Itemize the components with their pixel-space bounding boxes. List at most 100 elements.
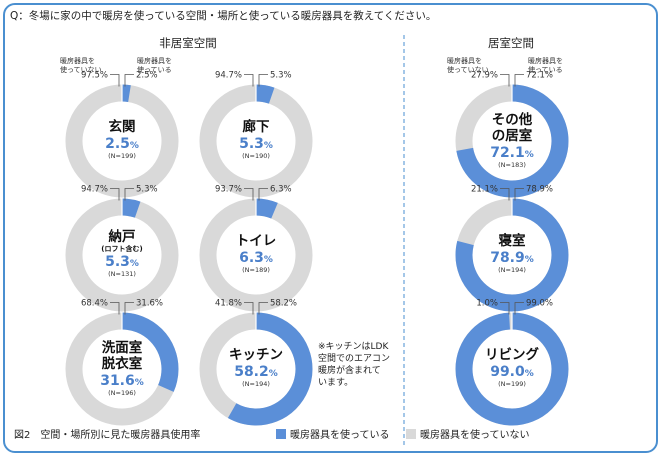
room-name: 脱衣室 (102, 355, 143, 372)
sample-size: (N=189) (242, 266, 270, 274)
value-using: 78.9% (490, 250, 534, 266)
label-not-using: 68.4% (81, 299, 108, 309)
small-label-not-using-right-line: 使っていない (447, 65, 489, 74)
sample-size: (N=190) (242, 152, 270, 160)
label-not-using: 97.5% (81, 71, 108, 81)
room-subname: (ロフト含む) (101, 244, 142, 253)
leader-using (124, 74, 134, 87)
leader-not-using (110, 74, 120, 87)
figure-caption: 図2 空間・場所別に見た暖房器具使用率 (14, 428, 200, 441)
value-using: 5.3% (239, 136, 273, 152)
room-name: 洗面室 (102, 339, 143, 356)
leader-not-using (500, 74, 510, 87)
leader-not-using (500, 188, 510, 201)
label-using: 58.2% (270, 299, 297, 309)
room-name: 納戸 (109, 228, 136, 245)
small-label-not-using: 暖房器具を使っていない (60, 56, 102, 74)
label-not-using: 21.1% (471, 185, 498, 195)
small-label-using: 暖房器具を使っている (137, 56, 172, 74)
legend-label-not-using: 暖房器具を使っていない (420, 428, 530, 441)
leader-using (124, 302, 134, 315)
sample-size: (N=194) (242, 380, 270, 388)
small-label-not-using-right: 暖房器具を使っていない (447, 56, 489, 74)
room-name: リビング (485, 346, 539, 363)
small-label-using-right: 暖房器具を使っている (528, 56, 563, 74)
leader-not-using (110, 188, 120, 201)
question-text: Q：冬場に家の中で暖房を使っている空間・場所と使っている暖房器具を教えてください… (10, 9, 436, 22)
room-name: の居室 (492, 127, 533, 144)
leader-not-using (244, 188, 254, 201)
room-name: キッチン (229, 347, 283, 363)
legend-swatch-not-using (406, 429, 416, 439)
label-not-using: 41.8% (215, 299, 242, 309)
small-label-not-using-line: 使っていない (60, 65, 102, 74)
small-label-using-line: 使っている (137, 65, 172, 74)
legend-label-using: 暖房器具を使っている (290, 428, 390, 441)
label-using: 6.3% (270, 185, 292, 195)
leader-using (124, 188, 134, 201)
kitchen-note-line: 暖房が含まれて (318, 364, 381, 376)
label-not-using: 93.7% (215, 185, 242, 195)
room-name: トイレ (236, 233, 277, 249)
label-not-using: 94.7% (81, 185, 108, 195)
value-using: 5.3% (105, 254, 139, 270)
value-using: 58.2% (234, 364, 278, 380)
label-using: 31.6% (136, 299, 163, 309)
leader-using (258, 74, 268, 87)
kitchen-note-line: います。 (318, 377, 353, 388)
leader-using (258, 188, 268, 201)
sample-size: (N=199) (498, 380, 526, 388)
leader-using (514, 302, 524, 315)
room-name: その他 (492, 111, 533, 128)
label-not-using: 27.9% (471, 71, 498, 81)
room-name: 寝室 (499, 232, 527, 249)
value-using: 72.1% (490, 145, 534, 161)
value-using: 2.5% (105, 136, 139, 152)
leader-not-using (244, 302, 254, 315)
label-using: 72.1% (526, 71, 553, 81)
chart-frame (3, 3, 658, 453)
small-label-not-using-line: 暖房器具を (60, 56, 95, 65)
donut-3: 94.7% 5.3%納戸(ロフト含む)5.3%(N=131) (65, 185, 179, 312)
value-using: 31.6% (100, 373, 144, 389)
label-using: 5.3% (270, 71, 292, 81)
donut-2: 94.7% 5.3%廊下5.3%(N=190) (199, 71, 313, 198)
sample-size: (N=194) (498, 266, 526, 274)
kitchen-note-line: 空間でのエアコン (318, 352, 390, 364)
sample-size: (N=196) (108, 389, 136, 397)
leader-not-using (244, 74, 254, 87)
small-label-using-line: 暖房器具を (137, 56, 172, 65)
leader-using (514, 188, 524, 201)
small-label-not-using-right-line: 暖房器具を (447, 56, 482, 65)
donut-1: 97.5% 2.5%玄関2.5%(N=199) (65, 71, 179, 198)
leader-using (258, 302, 268, 315)
group-title-living: 居室空間 (488, 36, 534, 50)
leader-not-using (500, 302, 510, 315)
value-using: 6.3% (239, 250, 273, 266)
value-using: 99.0% (490, 364, 534, 380)
kitchen-note-line: ※キッチンはLDK (318, 341, 389, 352)
sample-size: (N=199) (108, 152, 136, 160)
label-using: 78.9% (526, 185, 553, 195)
leader-using (514, 74, 524, 87)
label-not-using: 94.7% (215, 71, 242, 81)
group-title-non-living: 非居室空間 (159, 36, 217, 50)
small-label-using-right-line: 使っている (528, 65, 563, 74)
label-not-using: 1.0% (476, 299, 498, 309)
label-using: 5.3% (136, 185, 158, 195)
room-name: 廊下 (243, 118, 270, 135)
sample-size: (N=183) (498, 161, 526, 169)
small-label-using-right-line: 暖房器具を (528, 56, 563, 65)
sample-size: (N=131) (108, 270, 136, 278)
label-using: 2.5% (136, 71, 158, 81)
room-name: 玄関 (109, 118, 136, 135)
label-using: 99.0% (526, 299, 553, 309)
